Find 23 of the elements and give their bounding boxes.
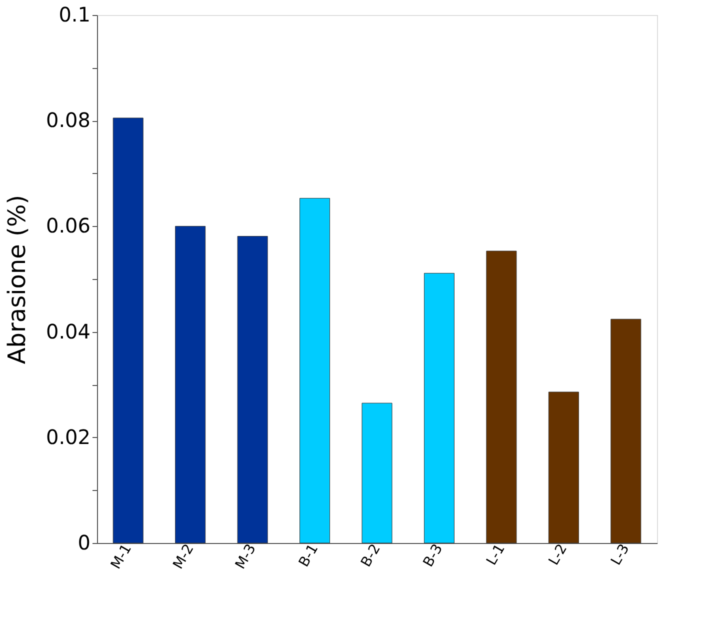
y-tick-label: 0.08: [46, 108, 90, 132]
y-tick-label: 0.06: [46, 214, 90, 238]
x-tick-label: L-3: [608, 542, 633, 568]
x-tick-label: L-2: [546, 542, 571, 568]
y-tick-label: 0.02: [46, 424, 90, 449]
y-axis-title: Abrasione (%): [2, 194, 31, 364]
bar: [300, 198, 330, 544]
y-tick-label: 0.04: [46, 319, 90, 344]
y-tick-label: 0: [78, 530, 90, 554]
x-tick-label: B-3: [420, 542, 446, 570]
bar: [486, 250, 517, 544]
bar: [424, 272, 454, 544]
x-tick-label: M-1: [108, 542, 136, 572]
x-tick-label: B-1: [296, 542, 322, 570]
bar: [175, 226, 206, 544]
x-tick-label: L-1: [484, 542, 508, 568]
bar: [237, 236, 268, 544]
y-tick-label: 0.1: [58, 2, 90, 26]
bar: [610, 318, 642, 544]
x-tick-label: B-2: [358, 542, 384, 570]
bar: [362, 402, 392, 544]
bar: [548, 392, 579, 544]
bar: [112, 118, 144, 544]
